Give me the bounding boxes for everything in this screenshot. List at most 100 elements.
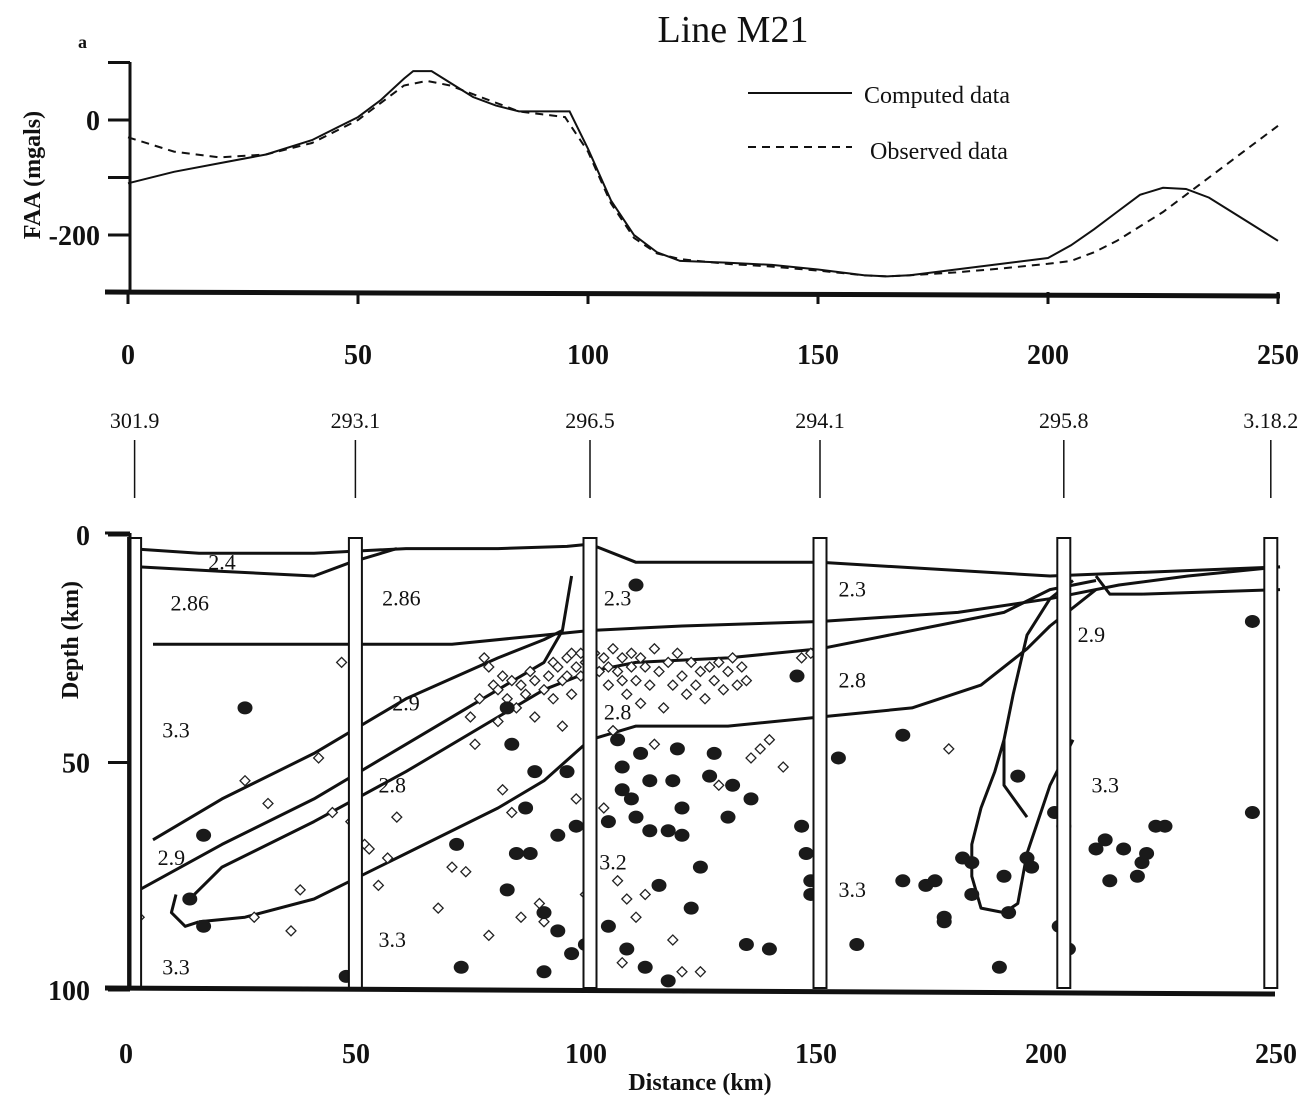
layer-boundary — [970, 739, 1075, 915]
density-label: 2.8 — [838, 668, 866, 693]
layer-boundary — [138, 629, 564, 892]
large-earthquake-marker — [702, 769, 718, 783]
depth-y-tick-label: 100 — [48, 976, 90, 1007]
small-earthquake-marker — [565, 688, 578, 701]
small-earthquake-marker — [653, 665, 665, 678]
small-earthquake-marker — [745, 752, 757, 764]
large-earthquake-marker — [895, 728, 911, 742]
large-earthquake-marker — [683, 901, 699, 915]
small-earthquake-marker — [795, 651, 808, 664]
small-earthquake-marker — [501, 692, 514, 705]
small-earthquake-marker — [496, 783, 509, 796]
density-label: 2.9 — [1078, 622, 1106, 647]
small-earthquake-marker — [459, 865, 472, 878]
small-earthquake-marker — [528, 674, 541, 687]
small-earthquake-marker — [717, 683, 730, 696]
station-label: 293.1 — [331, 408, 381, 433]
well-column — [347, 537, 363, 989]
legend: Computed data Observed data — [748, 83, 1010, 165]
large-earthquake-marker — [568, 819, 584, 833]
depth-x-tick-label: 100 — [565, 1039, 607, 1070]
depth-y-axis-label: Depth (km) — [58, 581, 84, 699]
small-earthquake-marker — [712, 779, 725, 792]
large-earthquake-marker — [522, 847, 538, 860]
large-earthquake-marker — [600, 919, 616, 933]
faa-y-tick-label: -200 — [49, 221, 100, 252]
well-column — [812, 537, 828, 989]
small-earthquake-marker — [666, 934, 679, 946]
faa-x-tick-label: 100 — [567, 340, 609, 371]
large-earthquake-marker — [550, 828, 566, 842]
small-earthquake-marker — [602, 661, 615, 673]
small-earthquake-marker — [533, 897, 546, 910]
faa-x-tick-label: 0 — [121, 340, 135, 371]
small-earthquake-marker — [262, 797, 274, 810]
large-earthquake-marker — [614, 783, 630, 797]
depth-x-tick-label: 0 — [119, 1039, 133, 1070]
small-earthquake-marker — [482, 661, 495, 673]
well-column — [582, 537, 598, 989]
small-earthquake-marker — [248, 911, 261, 924]
small-earthquake-marker — [777, 761, 790, 773]
large-earthquake-marker — [637, 960, 653, 974]
small-earthquake-marker — [597, 802, 610, 814]
depth-x-tick-label: 250 — [1255, 1039, 1297, 1070]
faa-y-axis-label-text: FAA (mgals) — [20, 111, 46, 239]
large-earthquake-marker — [660, 824, 676, 838]
large-earthquake-marker — [642, 824, 658, 838]
depth-x-tick-label: 150 — [795, 1039, 837, 1070]
small-earthquake-marker — [676, 965, 688, 978]
large-earthquake-marker — [789, 669, 805, 683]
density-label: 2.4 — [208, 549, 236, 574]
large-earthquake-marker — [651, 878, 667, 892]
small-earthquake-marker — [634, 651, 647, 664]
density-label: 3.2 — [599, 850, 627, 875]
small-earthquake-marker — [708, 674, 721, 687]
depth-y-tick-label: 0 — [76, 521, 90, 552]
small-earthquake-marker — [515, 911, 527, 924]
small-earthquake-marker — [515, 679, 527, 692]
large-earthquake-marker — [182, 892, 198, 906]
depth-x-tick-label: 50 — [342, 1039, 370, 1070]
small-earthquake-marker — [556, 720, 569, 732]
layer-boundary — [1002, 579, 1074, 818]
large-earthquake-marker — [794, 819, 810, 833]
small-earthquake-marker — [542, 670, 555, 682]
large-earthquake-marker — [1001, 906, 1017, 920]
large-earthquake-marker — [991, 960, 1007, 974]
legend-observed-label: Observed data — [870, 139, 1008, 165]
small-earthquake-marker — [469, 738, 481, 751]
large-earthquake-marker — [674, 828, 690, 842]
large-earthquake-marker — [665, 774, 681, 788]
large-earthquake-marker — [1157, 819, 1173, 833]
figure-title: Line M21 — [658, 9, 809, 51]
small-earthquake-marker — [703, 661, 716, 673]
large-earthquake-marker — [964, 887, 980, 901]
small-earthquake-marker — [616, 956, 629, 969]
large-earthquake-marker — [550, 924, 566, 938]
small-earthquake-marker — [482, 929, 495, 942]
depth-x-axis-label: Distance (km) — [628, 1070, 771, 1096]
station-label: 301.9 — [110, 408, 160, 433]
small-earthquake-marker — [570, 661, 583, 673]
small-earthquake-marker — [712, 656, 725, 669]
density-label: 3.3 — [838, 877, 866, 902]
large-earthquake-marker — [518, 801, 534, 815]
small-earthquake-marker — [528, 711, 541, 723]
large-earthquake-marker — [610, 733, 626, 747]
density-label: 2.86 — [382, 586, 421, 611]
layer-boundary — [152, 575, 574, 842]
small-earthquake-marker — [694, 665, 707, 678]
small-earthquake-marker — [639, 661, 652, 673]
small-earthquake-marker — [607, 642, 619, 655]
legend-computed-label: Computed data — [864, 83, 1010, 109]
density-label: 3.3 — [162, 718, 190, 743]
small-earthquake-marker — [363, 843, 376, 855]
large-earthquake-marker — [1244, 806, 1260, 820]
large-earthquake-marker — [536, 906, 552, 920]
density-label: 2.9 — [392, 690, 420, 715]
density-label: 2.8 — [604, 699, 632, 724]
large-earthquake-marker — [564, 947, 580, 961]
small-earthquake-marker — [496, 670, 509, 682]
density-label: 3.3 — [1091, 772, 1119, 797]
